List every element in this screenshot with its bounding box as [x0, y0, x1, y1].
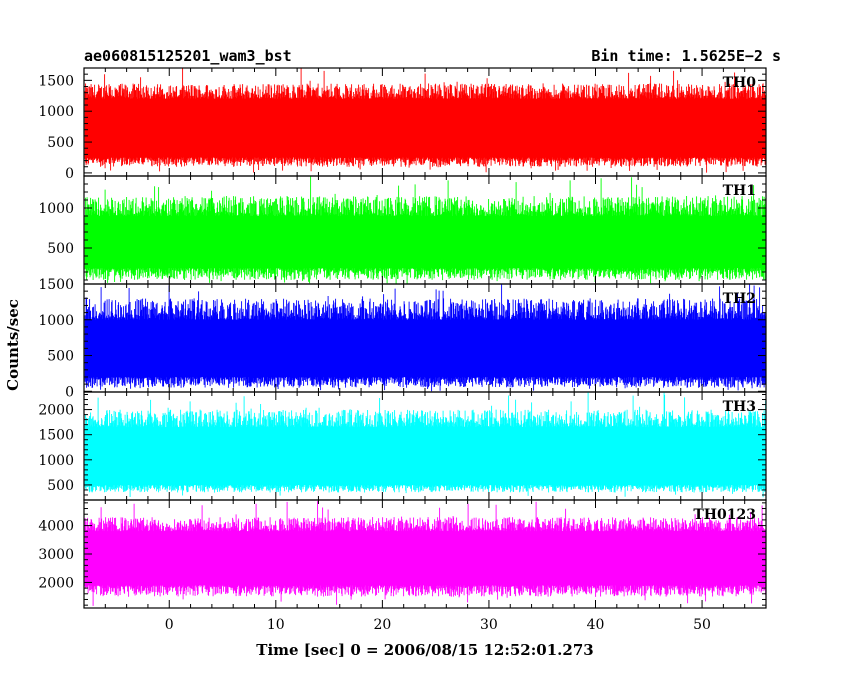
panel-label: TH3 [723, 399, 756, 415]
x-tick-label: 0 [165, 617, 174, 633]
y-tick-label: 1500 [38, 277, 74, 293]
y-tick-label: 1500 [38, 428, 74, 444]
series-core-th0123 [85, 531, 766, 586]
y-tick-label: 500 [47, 478, 74, 494]
y-tick-label: 0 [65, 384, 74, 400]
panel-label: TH1 [723, 183, 756, 199]
panel-label: TH2 [723, 291, 756, 307]
y-tick-label: 1000 [38, 453, 74, 469]
bin-time-label: Bin time: 1.5625E−2 s [591, 47, 781, 65]
y-tick-label: 500 [47, 349, 74, 365]
y-tick-label: 4000 [38, 519, 74, 535]
series-core-th2 [85, 319, 766, 377]
series-core-th0 [85, 98, 766, 158]
x-tick-label: 10 [267, 617, 285, 633]
x-tick-label: 40 [587, 617, 605, 633]
chart-title: ae060815125201_wam3_bst [84, 47, 292, 65]
series-core-th3 [85, 427, 766, 485]
y-tick-label: 3000 [38, 547, 74, 563]
panel-th0123: 2000 3000 4000 TH0123 [38, 499, 767, 609]
y-tick-label: 1000 [38, 104, 74, 120]
panel-th1: 500 1000 TH1 [38, 175, 767, 285]
y-axis-title: Counts/sec [4, 299, 22, 391]
y-tick-label: 1000 [38, 201, 74, 217]
panel-label: TH0123 [693, 507, 756, 523]
y-tick-label: 1000 [38, 313, 74, 329]
y-tick-label: 0 [65, 166, 74, 182]
x-axis-title: Time [sec] 0 = 2006/08/15 12:52:01.273 [256, 641, 593, 659]
x-tick-label: 20 [373, 617, 391, 633]
x-tick-label: 30 [480, 617, 498, 633]
y-tick-label: 2000 [38, 575, 74, 591]
y-tick-label: 500 [47, 135, 74, 151]
x-tick-label: 50 [693, 617, 711, 633]
panel-th3: 500 1000 1500 2000 TH3 [38, 391, 767, 501]
y-tick-label: 1500 [38, 73, 74, 89]
panel-label: TH0 [723, 75, 757, 91]
panels: 0 500 1000 1500 TH0 500 1000 TH1 0 500 1000 1500 TH2… [38, 67, 767, 609]
y-tick-label: 2000 [38, 403, 74, 419]
panel-th0: 0 500 1000 1500 TH0 [38, 67, 767, 182]
series-core-th1 [85, 216, 766, 268]
panel-th2: 0 500 1000 1500 TH2 [38, 277, 767, 400]
x-axis: 0 10 20 30 40 50 [165, 617, 711, 633]
y-tick-label: 500 [47, 241, 74, 257]
